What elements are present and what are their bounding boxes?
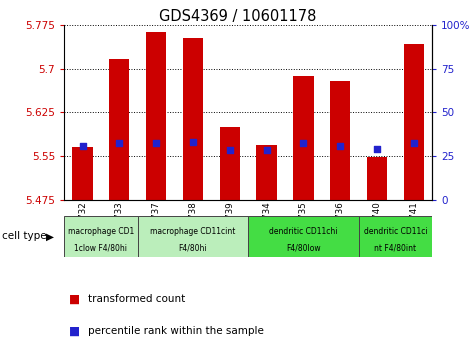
Point [79,143,86,149]
Bar [248,216,359,257]
Text: 1clow F4/80hi: 1clow F4/80hi [75,243,127,252]
Text: macrophage CD1: macrophage CD1 [68,227,134,236]
Point [373,146,381,152]
Text: ■: ■ [69,325,80,337]
Bar [138,216,248,257]
Point [300,140,307,145]
Point [152,140,160,145]
Bar [64,216,138,257]
Point [115,141,123,146]
Point [226,147,234,153]
Text: GDS4369 / 10601178: GDS4369 / 10601178 [159,9,316,24]
Bar [109,59,130,200]
Text: macrophage CD11cint: macrophage CD11cint [150,227,236,236]
Bar [359,216,432,257]
Bar [183,38,203,200]
Text: percentile rank within the sample: percentile rank within the sample [88,326,264,336]
Text: F4/80hi: F4/80hi [179,243,207,252]
Text: ■: ■ [69,293,80,306]
Bar [256,145,277,200]
Point [410,140,418,145]
Text: nt F4/80int: nt F4/80int [374,243,417,252]
Text: ▶: ▶ [46,231,54,241]
Bar [146,32,166,200]
Point [189,139,197,144]
Text: cell type: cell type [2,231,47,241]
Text: dendritic CD11chi: dendritic CD11chi [269,227,338,236]
Bar [219,127,240,200]
Bar [72,147,93,200]
Bar [330,81,351,200]
Point [263,148,270,153]
Bar [367,158,387,200]
Text: transformed count: transformed count [88,294,185,304]
Text: F4/80low: F4/80low [286,243,321,252]
Bar [293,76,314,200]
Point [336,143,344,149]
Text: dendritic CD11ci: dendritic CD11ci [364,227,427,236]
Bar [404,44,424,200]
